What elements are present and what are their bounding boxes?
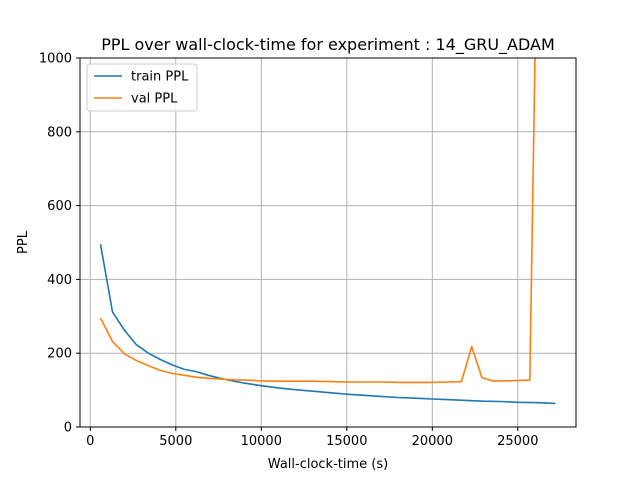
x-tick-label: 20000 — [412, 434, 453, 449]
legend-label-val-ppl: val PPL — [131, 92, 178, 107]
axis-ticks: 0 5000 10000 15000 20000 25000 0 200 400 600 800 10… — [39, 52, 539, 450]
y-tick-label: 800 — [47, 125, 72, 140]
y-tick-label: 1000 — [39, 52, 72, 67]
y-tick-label: 200 — [47, 347, 72, 362]
y-tick-label: 600 — [47, 199, 72, 214]
series-line-val-ppl — [99, 58, 536, 384]
y-axis-label: PPL — [16, 230, 31, 254]
legend-label-train-ppl: train PPL — [131, 70, 189, 85]
x-tick-label: 0 — [86, 434, 94, 449]
x-tick-label: 5000 — [159, 434, 192, 449]
grid-lines — [80, 57, 576, 428]
x-tick-label: 15000 — [326, 434, 367, 449]
x-tick-label: 25000 — [497, 434, 538, 449]
series-layer — [99, 58, 556, 405]
y-tick-label: 400 — [47, 273, 72, 288]
x-axis-label: Wall-clock-time (s) — [268, 457, 388, 472]
y-tick-label: 0 — [64, 421, 72, 436]
series-line-train-ppl — [99, 244, 556, 405]
x-tick-label: 10000 — [241, 434, 282, 449]
chart-title: PPL over wall-clock-time for experiment … — [101, 35, 555, 55]
plot-frame — [79, 57, 577, 428]
legend: train PPL val PPL — [86, 63, 198, 112]
